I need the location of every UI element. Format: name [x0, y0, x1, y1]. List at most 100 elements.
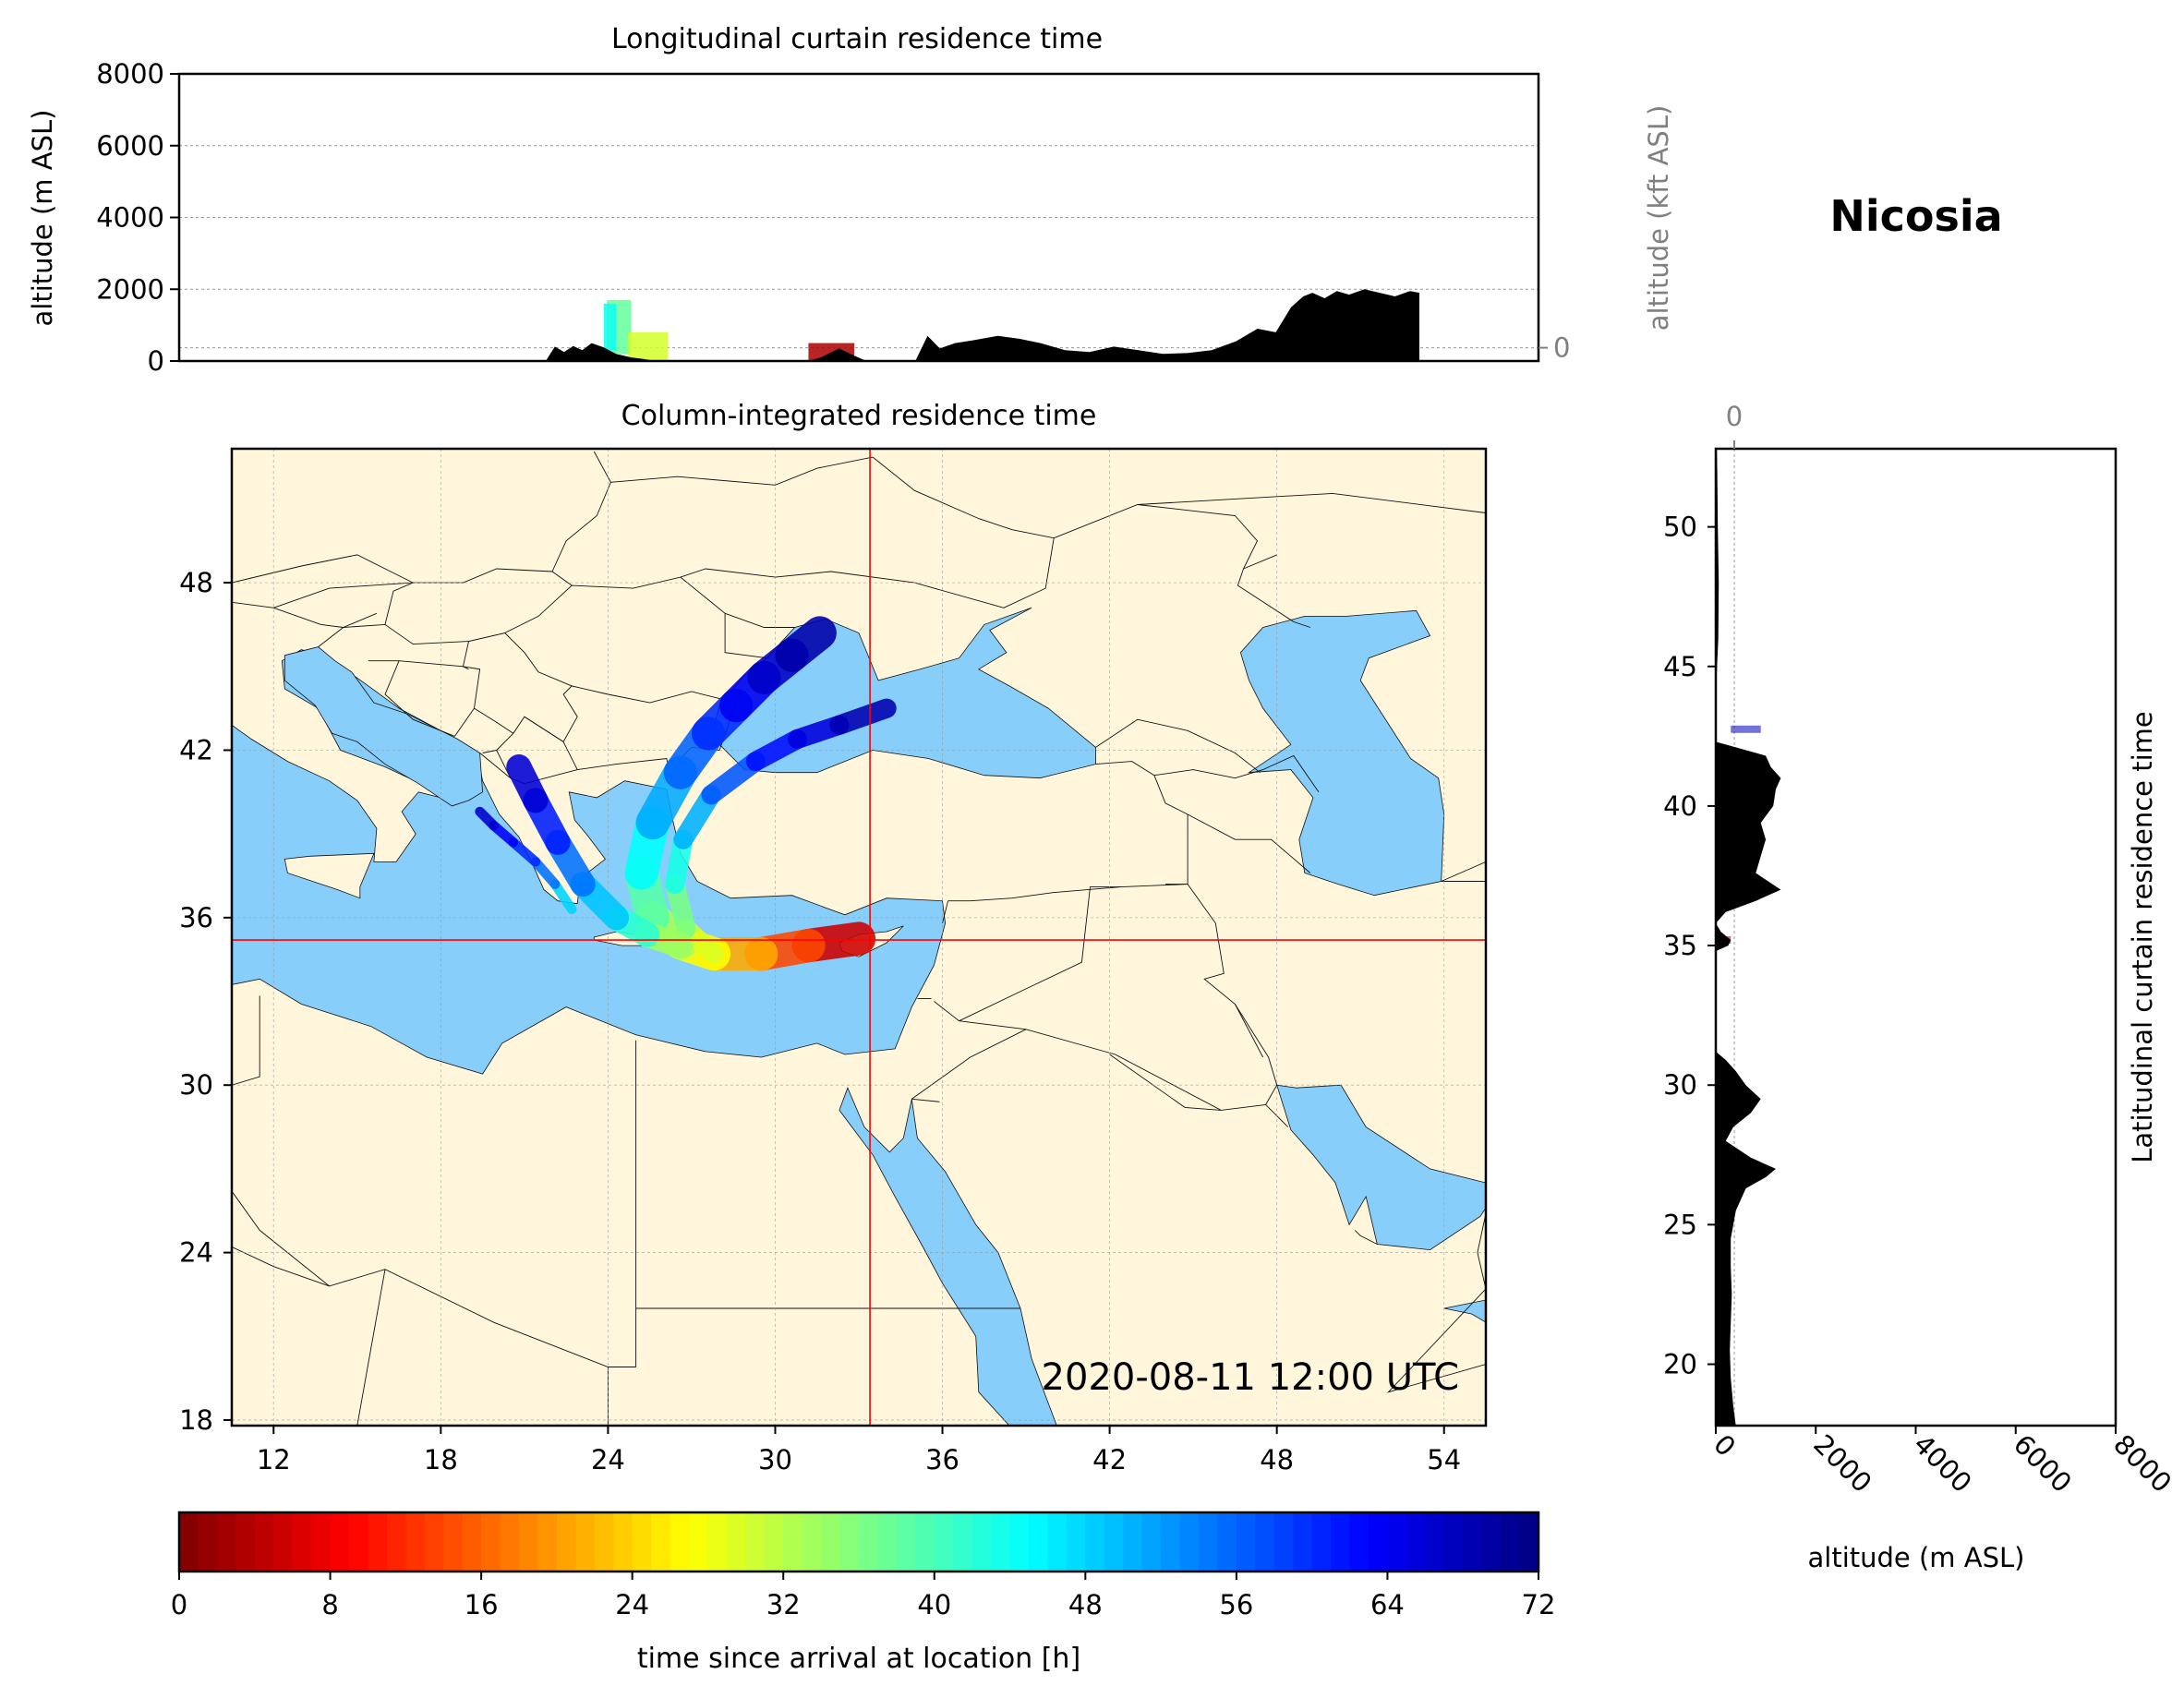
country-border	[1441, 861, 1486, 882]
colorbar-cell	[1311, 1512, 1332, 1572]
lat-y-tick-label: 30	[1663, 1069, 1697, 1101]
colorbar-cell	[254, 1512, 274, 1572]
country-border	[356, 1269, 386, 1426]
country-border	[273, 582, 414, 608]
lat-y-tick-label: 45	[1663, 651, 1697, 682]
lat-y-tick-label: 20	[1663, 1348, 1697, 1379]
colorbar-tick-label: 64	[1370, 1589, 1405, 1620]
colorbar-cell	[1255, 1512, 1275, 1572]
colorbar-cell	[1293, 1512, 1313, 1572]
map-x-tick-label: 54	[1427, 1444, 1461, 1475]
colorbar-cell	[519, 1512, 539, 1572]
map-x-ticks: 12 18 24 30 36 42 48 54	[257, 1426, 1461, 1475]
country-border	[232, 995, 260, 1086]
long-plume	[603, 299, 855, 361]
country-border	[482, 750, 497, 753]
colorbar-cell	[1009, 1512, 1030, 1572]
country-border	[1386, 1288, 1486, 1393]
plume-segment	[530, 857, 561, 889]
lat-gridlines	[1733, 449, 1735, 1426]
map-crosshair	[232, 449, 1486, 1426]
colorbar-cell	[1066, 1512, 1086, 1572]
colorbar-cell	[1179, 1512, 1200, 1572]
country-border	[942, 900, 949, 924]
colorbar-tick-label: 72	[1522, 1589, 1556, 1620]
colorbar-cell	[500, 1512, 520, 1572]
long-y-tick-right-label: 0	[1553, 332, 1570, 364]
colorbar-cell	[405, 1512, 426, 1572]
country-border	[384, 660, 455, 737]
colorbar-cell	[689, 1512, 709, 1572]
colorbar-cell	[179, 1512, 199, 1572]
country-border	[496, 685, 737, 778]
colorbar-cell	[198, 1512, 218, 1572]
colorbar-cell	[651, 1512, 671, 1572]
colorbar-cell	[1141, 1512, 1162, 1572]
country-border	[1054, 504, 1311, 628]
colorbar-tick-label: 32	[766, 1589, 801, 1620]
colorbar-cell	[877, 1512, 898, 1572]
country-border	[1095, 761, 1155, 777]
plume-segment	[775, 616, 837, 672]
plume-segment	[506, 754, 549, 813]
long-plume-patch	[628, 331, 669, 361]
long-terrain	[545, 289, 1419, 361]
colorbar-cell	[537, 1512, 558, 1572]
country-border	[474, 707, 514, 734]
colorbar-cell	[368, 1512, 388, 1572]
colorbar-cell	[821, 1512, 841, 1572]
colorbar-cell	[386, 1512, 406, 1572]
colorbar-cell	[953, 1512, 973, 1572]
country-border	[1243, 554, 1277, 570]
map-x-tick-label: 18	[424, 1444, 458, 1475]
map-x-tick-label: 36	[925, 1444, 959, 1475]
colorbar-cell	[1217, 1512, 1237, 1572]
plume-segment	[475, 806, 499, 831]
map-y-tick-label: 30	[179, 1069, 213, 1101]
colorbar-label: time since arrival at location [h]	[637, 1643, 1080, 1675]
colorbar-cell	[1029, 1512, 1049, 1572]
country-border	[680, 568, 1005, 608]
map-x-tick-label: 42	[1092, 1444, 1127, 1475]
plume-segment	[549, 879, 577, 915]
colorbar-tick-label: 0	[171, 1589, 187, 1620]
map-y-tick-label: 24	[179, 1237, 213, 1269]
lat-x-ticks-top: 050100	[1726, 401, 1743, 449]
country-border	[1095, 718, 1261, 774]
map-y-tick-label: 42	[179, 734, 213, 765]
long-y-tick-label: 2000	[96, 273, 164, 305]
long-ylabel: altitude (m ASL)	[27, 110, 58, 327]
map-title: Column-integrated residence time	[621, 400, 1097, 432]
colorbar-cell	[1481, 1512, 1502, 1572]
plume-segment	[829, 698, 897, 735]
colorbar-cell	[424, 1512, 444, 1572]
long-y-tick-label: 8000	[96, 58, 164, 90]
colorbar-cell	[311, 1512, 332, 1572]
country-border	[524, 716, 564, 742]
colorbar-cell	[1047, 1512, 1068, 1572]
colorbar-cell	[1123, 1512, 1143, 1572]
country-border	[947, 886, 1121, 902]
colorbar-cell	[839, 1512, 860, 1572]
country-border	[1354, 1230, 1378, 1245]
map-borders	[232, 451, 1486, 1426]
lat-plume-patch	[1731, 725, 1761, 733]
country-border	[1153, 754, 1320, 815]
country-border	[232, 1246, 330, 1287]
colorbar-cell	[1463, 1512, 1483, 1572]
lat-y-tick-label: 25	[1663, 1209, 1697, 1240]
colorbar-cell	[707, 1512, 728, 1572]
colorbar-cell	[1273, 1512, 1294, 1572]
colorbar-cell	[481, 1512, 501, 1572]
map-gridlines	[232, 449, 1486, 1426]
adriatic-sea	[284, 646, 484, 807]
colorbar-cell	[443, 1512, 464, 1572]
station-name: Nicosia	[1829, 191, 2002, 241]
colorbar-cell	[783, 1512, 803, 1572]
sicily-island	[284, 852, 375, 899]
colorbar-cell	[802, 1512, 822, 1572]
colorbar-cell	[1331, 1512, 1351, 1572]
colorbar-cell	[292, 1512, 312, 1572]
